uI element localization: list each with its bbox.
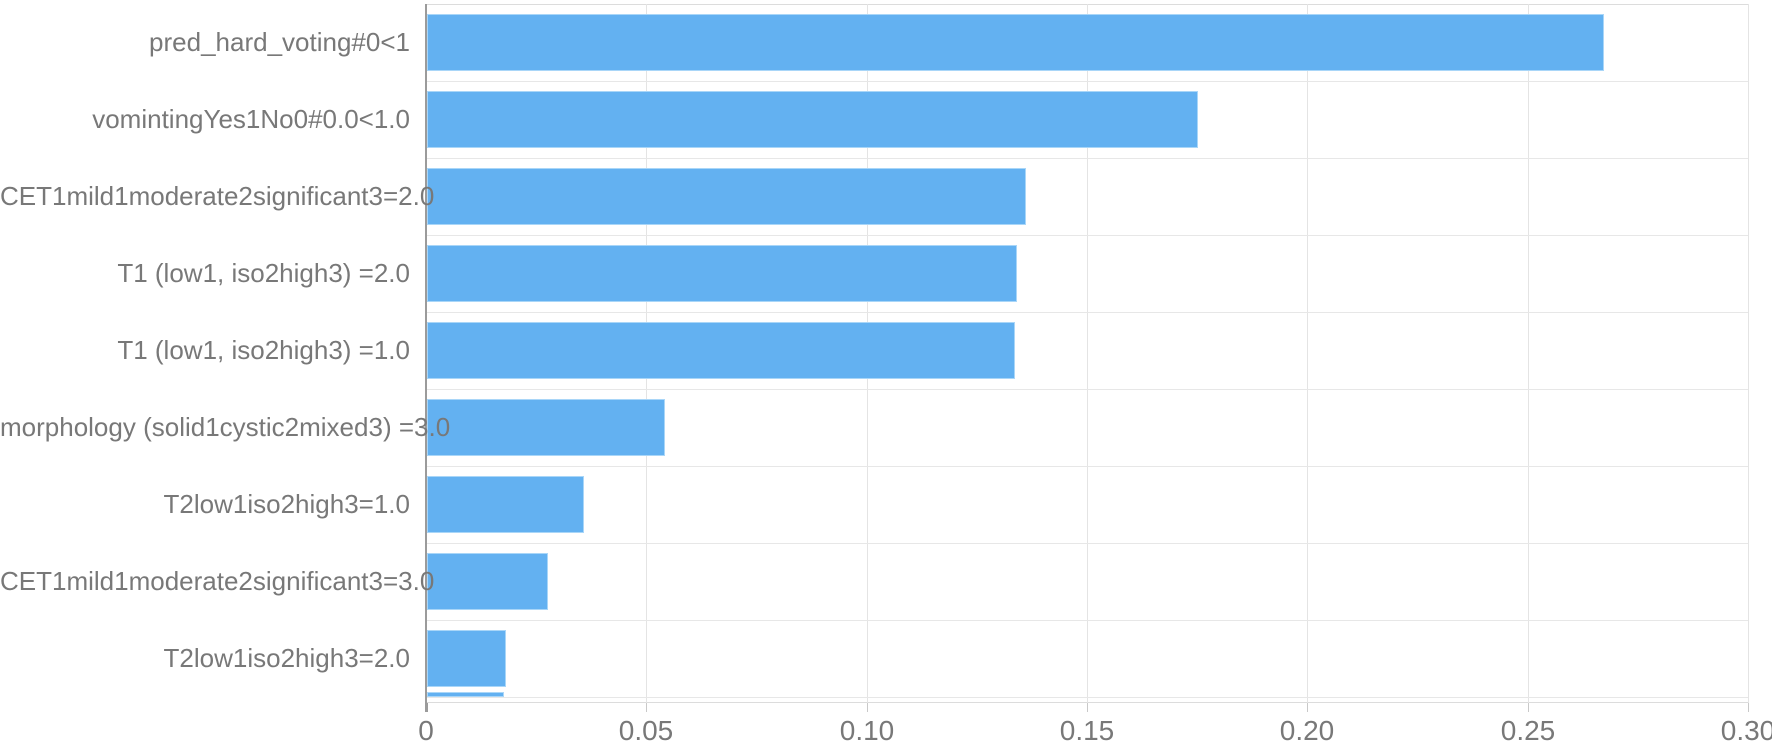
x-gridline xyxy=(1528,4,1529,703)
row-boundary-gridline xyxy=(426,466,1748,467)
row-boundary-gridline xyxy=(426,697,1748,698)
x-tick-label: 0.05 xyxy=(618,715,674,746)
x-gridline xyxy=(1087,4,1088,703)
row-boundary-gridline xyxy=(426,312,1748,313)
x-tick-mark xyxy=(1087,703,1088,712)
category-label: pred_hard_voting#0<1 xyxy=(149,27,410,57)
row-boundary-gridline xyxy=(426,158,1748,159)
bar[interactable] xyxy=(427,630,506,687)
category-label: T2low1iso2high3=1.0 xyxy=(163,489,410,519)
x-tick-label: 0.20 xyxy=(1279,715,1335,746)
row-boundary-gridline xyxy=(426,389,1748,390)
row-boundary-gridline xyxy=(426,620,1748,621)
x-tick-mark xyxy=(867,703,868,712)
category-label: T1 (low1, iso2high3) =2.0 xyxy=(117,258,410,288)
category-label: T2low1iso2high3=2.0 xyxy=(163,643,410,673)
x-gridline xyxy=(1748,4,1749,703)
x-tick-mark xyxy=(426,703,428,712)
row-boundary-gridline xyxy=(426,235,1748,236)
category-label: T1 (low1, iso2high3) =1.0 xyxy=(117,335,410,365)
x-gridline xyxy=(1307,4,1308,703)
x-tick-label: 0.25 xyxy=(1500,715,1556,746)
bar[interactable] xyxy=(427,14,1604,71)
x-tick-mark xyxy=(646,703,647,712)
category-label: CET1mild1moderate2significant3=3.0 xyxy=(0,566,435,596)
bar[interactable] xyxy=(427,168,1026,225)
bar[interactable] xyxy=(427,476,584,533)
x-tick-label: 0.15 xyxy=(1059,715,1115,746)
x-tick-label: 0.10 xyxy=(839,715,895,746)
row-boundary-gridline xyxy=(426,81,1748,82)
x-tick-label: 0 xyxy=(418,715,434,746)
clipped-partial-bar[interactable] xyxy=(427,692,504,697)
row-boundary-gridline xyxy=(426,543,1748,544)
bar[interactable] xyxy=(427,322,1015,379)
bar[interactable] xyxy=(427,553,548,610)
bar[interactable] xyxy=(427,399,665,456)
x-tick-label: 0.30 xyxy=(1720,715,1772,746)
bar[interactable] xyxy=(427,245,1017,302)
x-tick-mark xyxy=(1528,703,1529,712)
y-axis-line xyxy=(425,4,427,712)
category-label: CET1mild1moderate2significant3=2.0 xyxy=(0,181,435,211)
category-label: vomintingYes1No0#0.0<1.0 xyxy=(92,104,410,134)
x-tick-mark xyxy=(1748,703,1749,712)
x-tick-mark xyxy=(1307,703,1308,712)
bar[interactable] xyxy=(427,91,1198,148)
category-label: morphology (solid1cystic2mixed3) =3.0 xyxy=(0,412,451,442)
